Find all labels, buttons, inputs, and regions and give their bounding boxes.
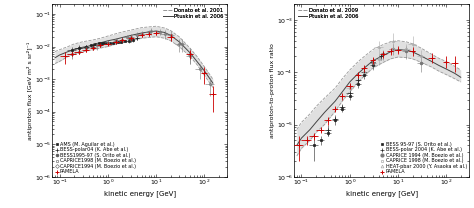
X-axis label: kinetic energy [GeV]: kinetic energy [GeV] xyxy=(346,190,418,197)
Y-axis label: antiproton-to-proton flux ratio: antiproton-to-proton flux ratio xyxy=(270,43,275,138)
Y-axis label: antiproton flux [GeV m² s sr²]⁻¹: antiproton flux [GeV m² s sr²]⁻¹ xyxy=(27,41,33,140)
X-axis label: kinetic energy [GeV]: kinetic energy [GeV] xyxy=(104,190,176,197)
Legend: AMS (M. Aguilar et al.), BESS-polar04 (K. Abe et al.), BESS1995-97 (S. Orito et : AMS (M. Aguilar et al.), BESS-polar04 (K… xyxy=(54,141,137,175)
Legend: BESS 95-97 (S. Orito et al.), BESS-polar 2004 (K. Abe et al.), CAPRICE 1994 (M. : BESS 95-97 (S. Orito et al.), BESS-polar… xyxy=(379,141,468,175)
